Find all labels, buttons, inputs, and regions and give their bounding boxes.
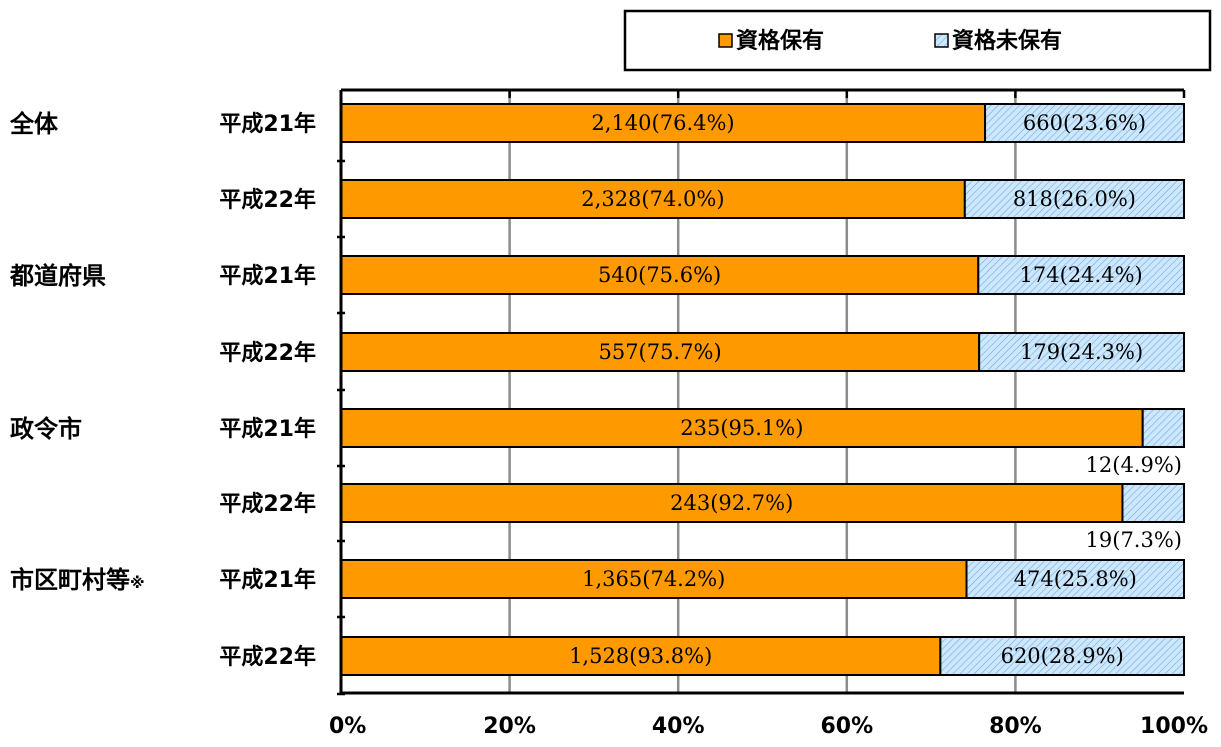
bar-segment-held [340,636,942,676]
data-label-held: 243(92.7%) [670,491,793,515]
data-label-not-held: 179(24.3%) [1020,340,1143,364]
bar-segment-not-held [939,636,1185,676]
axis [337,88,1186,696]
year-label: 平成21年 [219,416,316,442]
row-labels: 平成21年全体平成22年平成21年都道府県平成22年平成21年政令市平成22年平… [9,110,316,670]
group-note-mark: ※ [130,574,145,592]
year-label: 平成21年 [219,567,316,593]
bars: 2,140(76.4%) 660(23.6%) 2,328(74.0%) 818(26… [340,103,1186,676]
x-tick-label: 20% [483,714,536,739]
bar-segment-not-held [1141,408,1185,448]
x-axis-tick-labels: 0% 20% 40% 60% 80% 100% [329,714,1208,739]
x-tick-label: 60% [820,714,873,739]
bar-segment-not-held [978,332,1185,372]
x-tick-label: 40% [652,714,705,739]
legend-label-not-held: 資格未保有 [952,28,1062,54]
data-label-not-held: 660(23.6%) [1023,111,1146,135]
x-tick-label: 100% [1140,714,1208,739]
data-label-held: 2,140(76.4%) [591,111,734,135]
bar-segment-held [340,483,1124,523]
year-label: 平成22年 [219,644,316,670]
legend-label-held: 資格保有 [736,28,824,54]
x-tick-label: 0% [329,714,366,739]
legend-swatch-held [718,33,733,48]
year-label: 平成21年 [219,263,316,289]
year-label: 平成22年 [219,187,316,213]
data-label-not-held: 474(25.8%) [1014,567,1137,591]
bar-segment-held [340,179,966,219]
legend: 資格保有 資格未保有 [623,9,1212,72]
data-label-held: 557(75.7%) [598,340,721,364]
data-label-held: 2,328(74.0%) [581,187,724,211]
data-label-not-held: 174(24.4%) [1020,263,1143,287]
bar-segment-not-held [977,255,1185,295]
bar-segment-not-held [1121,483,1186,523]
data-label-not-held: 12(4.9%) [1086,453,1182,477]
data-label-held: 1,365(74.2%) [582,567,725,591]
plot-area: 2,140(76.4%) 660(23.6%) 2,328(74.0%) 818(26… [337,88,1186,696]
group-label: 全体 [9,110,59,138]
bar-segment-not-held [963,179,1185,219]
group-label: 政令市 [10,415,82,443]
group-label: 市区町村等※ [10,566,145,594]
bar-segment-not-held [984,103,1185,143]
legend-frame [623,9,1212,72]
data-label-held: 540(75.6%) [598,263,721,287]
legend-swatch-not-held [934,33,949,48]
bar-segment-held [340,103,987,143]
data-label-held: 1,528(93.8%) [569,644,712,668]
year-label: 平成22年 [219,340,316,366]
year-label: 平成21年 [219,111,316,137]
year-label: 平成22年 [219,491,316,517]
data-label-held: 235(95.1%) [680,416,803,440]
bar-segment-not-held [965,559,1185,599]
data-label-not-held: 620(28.9%) [1001,644,1124,668]
group-label: 都道府県 [9,262,106,290]
x-tick-label: 80% [989,714,1042,739]
data-label-not-held: 19(7.3%) [1086,528,1182,552]
data-label-not-held: 818(26.0%) [1013,187,1136,211]
